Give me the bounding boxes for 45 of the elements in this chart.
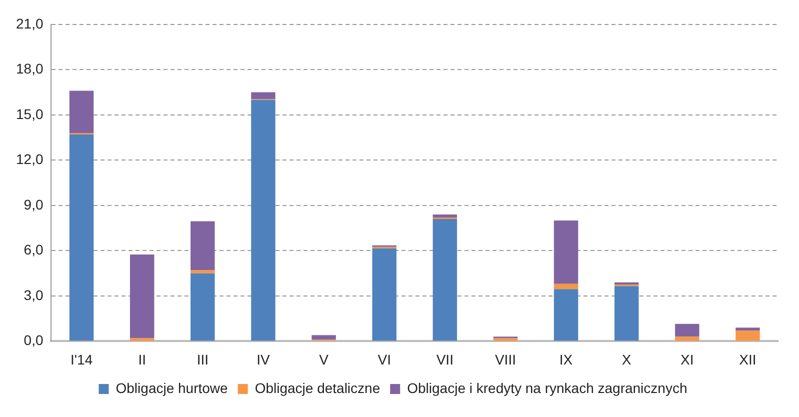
x-tick-label: IV — [256, 351, 270, 368]
bar — [675, 324, 700, 337]
bar — [372, 248, 396, 341]
bar — [69, 134, 94, 341]
y-tick-label: 0,0 — [24, 332, 44, 348]
x-tick-label: I'14 — [70, 351, 93, 368]
legend-label: Obligacje i kredyty na rynkach zagranicznych — [407, 380, 688, 396]
bar — [554, 220, 578, 284]
x-tick-label: V — [319, 351, 330, 368]
x-tick-label: X — [622, 351, 632, 368]
legend-label: Obligacje hurtowe — [116, 380, 228, 396]
x-tick-label: VI — [378, 351, 391, 368]
bar — [190, 270, 215, 274]
bar — [736, 330, 760, 341]
bar — [190, 273, 215, 341]
bar — [251, 92, 276, 100]
y-tick-label: 15,0 — [16, 106, 44, 122]
bar — [675, 336, 700, 341]
bar — [554, 284, 578, 290]
x-tick-label: XI — [680, 351, 694, 368]
bar — [251, 100, 276, 341]
bar — [69, 90, 94, 134]
x-tick-label: XII — [739, 351, 756, 368]
x-tick-label: VII — [436, 351, 454, 368]
x-tick-label: III — [196, 351, 208, 368]
y-tick-label: 9,0 — [24, 196, 44, 212]
y-tick-label: 3,0 — [24, 286, 44, 303]
bar — [432, 214, 458, 218]
bar — [736, 328, 760, 331]
y-tick-label: 18,0 — [16, 60, 44, 77]
bar — [190, 221, 215, 270]
bar — [130, 338, 154, 341]
bar — [432, 219, 458, 341]
bar — [614, 286, 639, 341]
y-tick-label: 12,0 — [16, 151, 44, 168]
bar — [554, 289, 578, 341]
x-tick-label: IX — [559, 351, 574, 368]
bar — [312, 335, 336, 340]
y-tick-label: 21,0 — [16, 15, 44, 32]
bar — [130, 254, 154, 338]
legend-label: Obligacje detaliczne — [254, 380, 380, 396]
y-tick-label: 6,0 — [24, 242, 44, 258]
x-tick-label: VIII — [494, 351, 516, 368]
bar — [493, 338, 518, 341]
x-tick-label: II — [138, 351, 146, 368]
